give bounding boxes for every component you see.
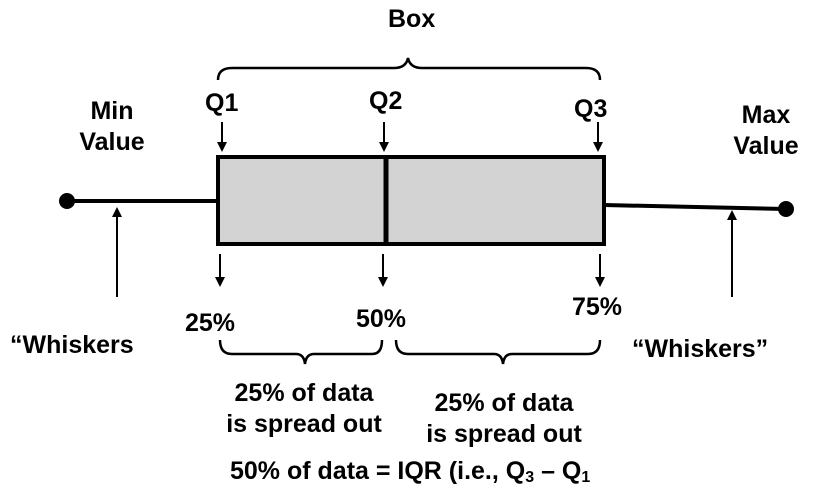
iqr-sub1: 1 <box>581 469 591 486</box>
max-label-line2: Value <box>733 132 799 160</box>
whiskers-left-label: “Whiskers <box>10 331 134 359</box>
min-label-line1: Min <box>90 97 134 125</box>
right-whisker <box>603 203 787 211</box>
spread-left-line1: 25% of data <box>234 379 374 407</box>
left-spread-brace <box>218 339 384 365</box>
iqr-minus: – Q <box>534 457 582 485</box>
max-point <box>778 201 794 217</box>
q3-label: Q3 <box>574 95 608 123</box>
box-brace <box>216 57 602 81</box>
spread-left-line2: is spread out <box>226 410 382 438</box>
pct-50-label: 50% <box>356 305 407 333</box>
box-label: Box <box>388 5 436 33</box>
max-value-label: Max Value <box>716 100 816 162</box>
iqr-sub3: 3 <box>525 469 535 486</box>
spread-right-label: 25% of data is spread out <box>418 388 590 450</box>
iqr-label: 50% of data = IQR (i.e., Q3 – Q1 <box>230 456 590 493</box>
max-label-line1: Max <box>741 101 791 129</box>
right-spread-brace <box>394 339 602 365</box>
q2-label: Q2 <box>369 87 403 115</box>
iqr-prefix: 50% of data = IQR (i.e., Q <box>230 457 526 485</box>
q1-label: Q1 <box>205 89 239 117</box>
min-label-line2: Value <box>79 128 145 156</box>
pct-25-label: 25% <box>185 309 236 337</box>
spread-left-label: 25% of data is spread out <box>218 378 390 440</box>
iqr-box <box>216 155 606 246</box>
min-point <box>59 193 75 209</box>
spread-right-line2: is spread out <box>426 420 582 448</box>
spread-right-line1: 25% of data <box>434 389 574 417</box>
min-value-label: Min Value <box>62 96 162 158</box>
whiskers-right-label: “Whiskers” <box>632 335 769 363</box>
pct-75-label: 75% <box>572 293 623 321</box>
